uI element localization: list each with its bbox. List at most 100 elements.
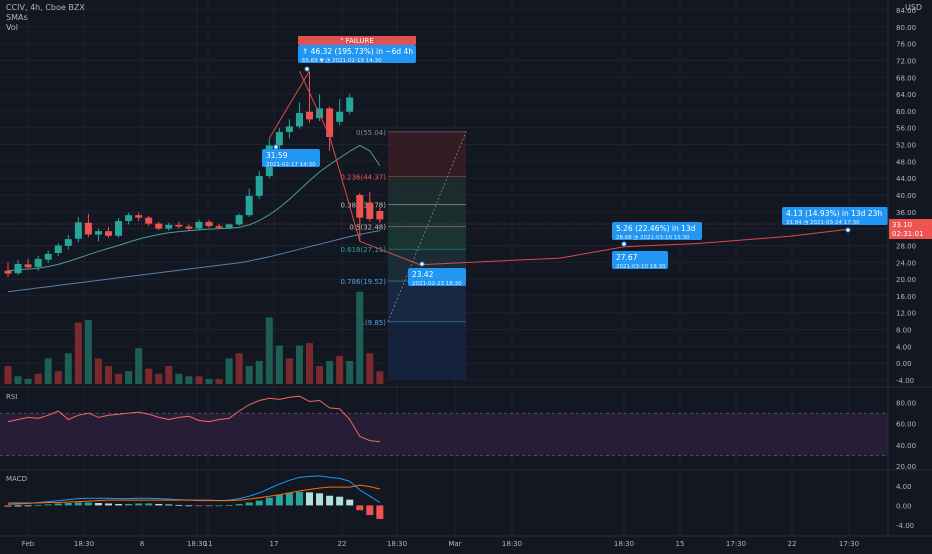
mid-callout-line2: 28.68 ◔ 2021-03-10 15:30 bbox=[616, 235, 690, 241]
candle-body bbox=[4, 270, 12, 274]
macd-histogram-bar bbox=[215, 505, 223, 507]
indicator-label-vol[interactable]: Vol bbox=[6, 23, 18, 32]
drawings[interactable]: " FAILURE ↑ 46.32 (195.73%) in ~6d 4h 65.6… bbox=[0, 36, 888, 287]
volume-bar bbox=[336, 355, 344, 384]
rsi-band bbox=[0, 413, 888, 456]
volume-bar bbox=[4, 366, 12, 384]
sma-lines bbox=[7, 144, 381, 293]
volume-bar bbox=[285, 358, 293, 384]
right-callout-line2: 31.84 ◔ 2021-03-24 17:30 bbox=[786, 220, 860, 226]
candle-body bbox=[215, 226, 223, 228]
macd-histogram-bar bbox=[316, 493, 324, 506]
candle-body bbox=[145, 217, 153, 224]
volume-bar bbox=[115, 373, 123, 384]
fib-zone bbox=[388, 204, 466, 227]
low1-callout-line1: 31.59 bbox=[266, 151, 288, 160]
fib-zone bbox=[388, 226, 466, 250]
time-tick-label: 11 bbox=[204, 540, 213, 548]
candle-body bbox=[24, 264, 32, 268]
macd-histogram-bar bbox=[265, 497, 273, 506]
time-tick-label: Mar bbox=[448, 540, 461, 548]
last-price-tag bbox=[889, 219, 932, 240]
fib-level-label: 0.618(27.11) bbox=[340, 246, 386, 254]
macd-tick-label: 4.00 bbox=[896, 483, 912, 491]
candle-body bbox=[165, 224, 173, 229]
macd-histogram-bar bbox=[376, 505, 384, 519]
candle-body bbox=[326, 108, 334, 137]
candle-body bbox=[54, 245, 62, 254]
volume-bars bbox=[4, 291, 384, 384]
macd-histogram-bar bbox=[285, 492, 293, 506]
candle-body bbox=[295, 113, 303, 127]
volume-bar bbox=[356, 291, 364, 384]
volume-bar bbox=[64, 353, 72, 384]
macd-histogram-bar bbox=[115, 503, 123, 506]
failure-label: " FAILURE bbox=[340, 37, 374, 45]
time-tick-label: 18:30 bbox=[187, 540, 207, 548]
time-tick-label: 18:30 bbox=[502, 540, 522, 548]
peak-callout-box bbox=[298, 45, 416, 63]
macd-histogram-bar bbox=[34, 504, 42, 506]
volume-bar bbox=[295, 345, 303, 384]
price-tick-label: 68.00 bbox=[896, 74, 916, 82]
macd-histogram-bar bbox=[245, 502, 253, 506]
macd-histogram-bar bbox=[44, 504, 52, 506]
low1-callout-box bbox=[262, 149, 320, 167]
indicator-label-smas[interactable]: SMAs bbox=[6, 13, 28, 22]
price-tick-label: 48.00 bbox=[896, 158, 916, 166]
price-tick-label: 56.00 bbox=[896, 125, 916, 133]
volume-bar bbox=[175, 373, 183, 384]
time-tick-label: 17:30 bbox=[839, 540, 859, 548]
price-tick-label: 64.00 bbox=[896, 91, 916, 99]
last-price-value: 33.10 bbox=[892, 221, 912, 229]
volume-bar bbox=[265, 317, 273, 384]
candle-body bbox=[74, 222, 82, 239]
macd-tick-label: -4.00 bbox=[896, 522, 914, 530]
anchor-point bbox=[621, 241, 627, 247]
fibonacci-retracement[interactable]: 0(55.04) 0.236(44.37) 0.382(37.78) 0.5(32.4… bbox=[340, 129, 467, 380]
candle-body bbox=[356, 195, 364, 218]
anchor-point bbox=[304, 66, 310, 72]
macd-histogram-bar bbox=[225, 504, 233, 506]
macd-histogram-bar bbox=[24, 505, 32, 507]
symbol-title[interactable]: CCIV, 4h, Cboe BZX bbox=[6, 3, 85, 12]
macd-histogram-bar bbox=[94, 503, 102, 506]
fib-zone bbox=[388, 176, 466, 205]
volume-bar bbox=[34, 373, 42, 384]
projection-path bbox=[299, 70, 849, 266]
price-tick-label: 84.00 bbox=[896, 7, 916, 15]
peak-callout-line1: ↑ 46.32 (195.73%) in ~6d 4h bbox=[302, 47, 413, 56]
midlow-callout-line2: 2021-03-10 18:30 bbox=[616, 264, 666, 270]
midlow-callout-line1: 27.67 bbox=[616, 253, 638, 262]
mid-callout-box bbox=[612, 222, 702, 240]
candle-body bbox=[84, 222, 92, 235]
currency-label[interactable]: USD bbox=[905, 3, 922, 12]
candle-body bbox=[14, 263, 22, 274]
candle-body bbox=[34, 258, 42, 267]
price-tick-label: 24.00 bbox=[896, 259, 916, 267]
macd-tick-label: 0.00 bbox=[896, 502, 912, 510]
macd-histogram-bar bbox=[205, 505, 213, 507]
candle-body bbox=[376, 210, 384, 220]
price-tick-label: 4.00 bbox=[896, 343, 912, 351]
candle-body bbox=[195, 221, 203, 229]
volume-bar bbox=[165, 366, 173, 384]
macd-histogram-bar bbox=[64, 503, 72, 506]
volume-bar bbox=[225, 358, 233, 384]
volume-bar bbox=[84, 320, 92, 384]
price-tick-label: 36.00 bbox=[896, 209, 916, 217]
fib-zone bbox=[388, 281, 466, 322]
macd-histogram-bar bbox=[175, 504, 183, 506]
low1-callout-line2: 2021-02-17 14:30 bbox=[266, 162, 316, 168]
rsi-label: RSI bbox=[6, 393, 17, 401]
volume-bar bbox=[155, 373, 163, 384]
mid-callout-line1: 5.26 (22.46%) in 13d bbox=[616, 224, 696, 233]
volume-bar bbox=[316, 366, 324, 384]
macd-histogram-bar bbox=[4, 505, 12, 507]
candle-body bbox=[346, 97, 354, 112]
macd-histogram-bar bbox=[125, 503, 133, 506]
fib-zone bbox=[388, 131, 466, 177]
